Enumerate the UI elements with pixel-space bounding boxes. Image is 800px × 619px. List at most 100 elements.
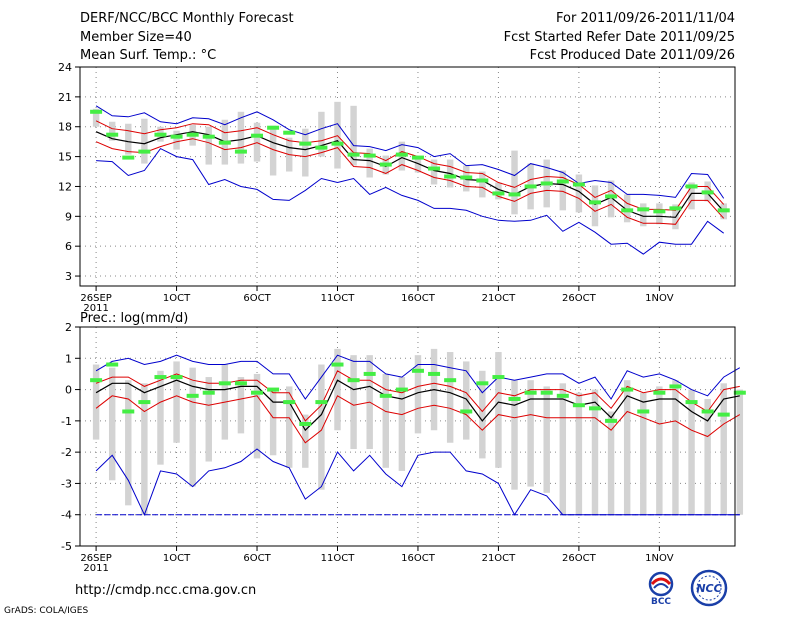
ensemble-max-line (95, 354, 741, 400)
y-tick-label: -5 (61, 540, 72, 553)
ensemble-box (318, 364, 325, 490)
ensemble-box (704, 398, 711, 515)
ensemble-box (575, 174, 583, 213)
observed-marker (283, 130, 296, 135)
y-tick-label: -4 (61, 509, 72, 522)
observed-marker (605, 418, 618, 423)
ensemble-box (672, 380, 679, 515)
ensemble-box (479, 370, 486, 459)
y-tick-label: -1 (61, 415, 72, 428)
observed-marker (460, 409, 473, 414)
observed-marker (717, 412, 730, 417)
ensemble-box (108, 121, 116, 141)
ensemble-box (495, 182, 502, 200)
ensemble-box (141, 118, 148, 164)
observed-marker (90, 109, 103, 114)
observed-marker (540, 390, 553, 395)
ensemble-box (591, 185, 599, 227)
ensemble-box (173, 130, 180, 150)
observed-marker (428, 166, 441, 171)
forecast-range-label: For 2011/09/26-2011/11/04 (556, 11, 735, 26)
observed-marker (588, 200, 601, 205)
ensemble-box (237, 377, 245, 434)
ensemble-box (511, 380, 518, 490)
observed-marker (379, 393, 392, 398)
observed-marker (701, 190, 714, 195)
ensemble-box (285, 386, 293, 468)
ensemble-box (720, 383, 727, 515)
observed-marker (315, 145, 328, 150)
ensemble-box (141, 383, 148, 515)
observed-marker (621, 387, 634, 392)
x-tick-sublabel: 2011 (83, 563, 108, 574)
fcst-produced-label: Fcst Produced Date 2011/09/26 (529, 48, 735, 63)
ensemble-box (623, 380, 631, 515)
ensemble-box (92, 364, 100, 440)
observed-marker (138, 400, 151, 405)
ensemble-box (640, 203, 647, 227)
grads-credit: GrADS: COLA/IGES (4, 606, 89, 616)
observed-marker (701, 409, 714, 414)
observed-marker (637, 409, 650, 414)
bcc-logo-icon: BCC (648, 571, 674, 606)
ensemble-max-line (95, 105, 725, 199)
bcc-logo-text: BCC (651, 597, 671, 606)
x-tick-label: 21OCT (482, 293, 517, 304)
x-tick-label: 1NOV (645, 293, 674, 304)
observed-marker (122, 155, 135, 160)
ensemble-box (382, 373, 389, 468)
observed-marker (653, 209, 666, 214)
observed-marker (251, 390, 264, 395)
observed-marker (476, 381, 489, 386)
ensemble-box (318, 111, 325, 157)
observed-marker (556, 393, 569, 398)
observed-marker (637, 207, 650, 212)
precip-panel-title: Prec.: log(mm/d) (80, 311, 189, 326)
ensemble-box (253, 373, 261, 459)
observed-marker (283, 400, 296, 405)
observed-marker (299, 421, 312, 426)
source-url: http://cmdp.ncc.cma.gov.cn (75, 583, 257, 598)
observed-marker (508, 192, 521, 197)
observed-marker (154, 375, 167, 380)
ensemble-box (253, 122, 261, 162)
y-tick-label: 1 (65, 352, 72, 365)
ensemble-box (591, 389, 599, 515)
observed-marker (251, 133, 264, 138)
ensemble-box (543, 386, 550, 493)
observed-marker (556, 179, 569, 184)
ensemble-box (688, 389, 695, 515)
observed-marker (588, 406, 601, 411)
variable-label: Mean Surf. Temp.: °C (80, 48, 217, 63)
ensemble-box (446, 352, 454, 443)
x-tick-label: 26OCT (562, 553, 597, 564)
observed-marker (733, 390, 746, 395)
x-tick-label: 6OCT (243, 553, 271, 564)
ensemble-box (656, 386, 663, 515)
y-tick-label: -3 (61, 477, 72, 490)
ensemble-box (575, 392, 583, 515)
x-tick-label: 1NOV (645, 553, 674, 564)
y-tick-label: 0 (65, 384, 72, 397)
observed-marker (186, 393, 199, 398)
ensemble-box (607, 180, 615, 218)
ensemble-box (125, 123, 132, 155)
ensemble-box (269, 389, 277, 456)
lower-spread-line (95, 138, 725, 225)
upper-spread-line (95, 120, 725, 211)
x-tick-label: 1OCT (163, 553, 191, 564)
ensemble-box (527, 380, 534, 487)
observed-marker (411, 368, 424, 373)
ensemble-box (302, 128, 309, 177)
y-tick-label: 6 (65, 240, 72, 253)
ensemble-box (269, 125, 277, 176)
observed-marker (572, 403, 585, 408)
observed-marker (444, 378, 457, 383)
y-tick-label: 9 (65, 210, 72, 223)
ensemble-box (463, 361, 470, 440)
x-tick-label: 26SEP (80, 553, 111, 564)
x-tick-label: 1OCT (163, 293, 191, 304)
ensemble-box (205, 126, 212, 165)
